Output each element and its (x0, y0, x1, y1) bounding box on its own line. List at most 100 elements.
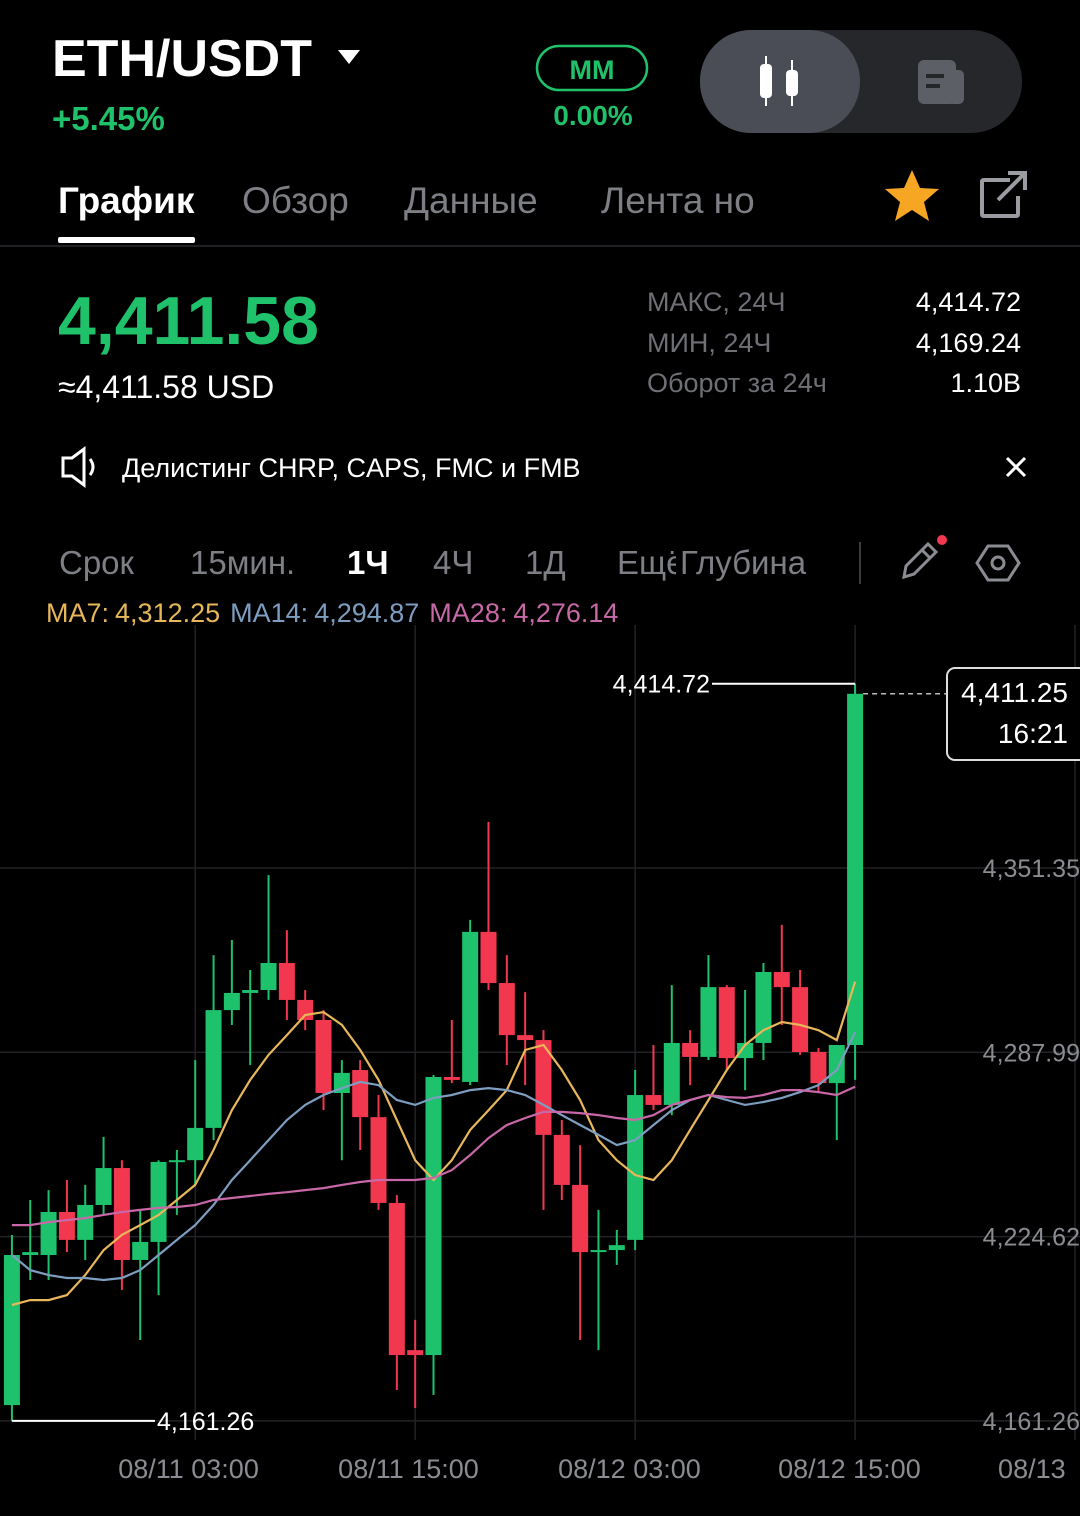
last-price: 4,411.58 (58, 283, 319, 359)
candle-body (388, 1202, 405, 1356)
candle-body (95, 1168, 112, 1205)
divider (0, 245, 1080, 247)
tab[interactable]: Данные (404, 180, 538, 221)
x-tick-label: 08/11 15:00 (338, 1454, 479, 1484)
tab[interactable]: Обзор (242, 180, 349, 221)
candle-body (773, 972, 790, 988)
candle-body (462, 931, 479, 1082)
candle-body (700, 987, 717, 1057)
legend-value: 4,294.87 (314, 598, 419, 628)
y-tick-label: 4,224.62 (983, 1224, 1080, 1252)
candle-body (315, 1019, 332, 1093)
candle-body (498, 983, 515, 1036)
settings-icon[interactable] (975, 544, 1021, 582)
candle-body (297, 999, 314, 1020)
candle-body (22, 1252, 39, 1256)
candle-body (425, 1077, 442, 1356)
candle-body (278, 962, 295, 1000)
candle-body (150, 1161, 167, 1242)
candle-body (737, 1042, 754, 1059)
share-icon[interactable] (980, 171, 1027, 218)
candle-body (828, 1045, 845, 1084)
stat-label: МИН, 24Ч (647, 328, 771, 358)
candle-body (168, 1160, 185, 1163)
depth[interactable]: Глубина (680, 544, 807, 581)
candle-body (132, 1241, 149, 1260)
candle-body (517, 1035, 534, 1041)
close-notice[interactable] (1005, 456, 1027, 478)
candle-body (608, 1245, 625, 1251)
pair[interactable]: ETH/USDT (52, 30, 312, 88)
candle-body (755, 972, 772, 1043)
legend-value: 4,276.14 (513, 598, 618, 628)
candle-body (627, 1095, 644, 1240)
candle-icon (760, 56, 798, 106)
x-tick-label: 08/11 03:00 (118, 1454, 259, 1484)
legend-entry: MA28: 4,276.14 (429, 598, 618, 628)
candle-body (40, 1211, 57, 1256)
ma-line (11, 1085, 856, 1227)
notice[interactable]: Делистинг CHRP, CAPS, FMC и FMB (122, 453, 581, 483)
candle-body (590, 1250, 607, 1253)
interval-active[interactable]: 1Ч (347, 544, 389, 581)
interval[interactable]: 4Ч (433, 544, 473, 581)
x-tick-label: 08/12 15:00 (778, 1454, 921, 1484)
candle-body (407, 1350, 424, 1356)
speaker-icon (61, 446, 95, 488)
change: +5.45% (52, 100, 165, 137)
candle-body (370, 1117, 387, 1203)
interval[interactable]: 15мин. (190, 544, 295, 581)
mm-pill[interactable] (535, 44, 649, 92)
legend-value: 4,312.25 (115, 598, 220, 628)
badge (937, 535, 947, 545)
interval[interactable]: Срок (59, 544, 135, 581)
dropdown-arrow[interactable] (338, 50, 360, 64)
mm-value: 0.00% (553, 100, 632, 131)
legend-name: MA14: (230, 598, 308, 628)
stat-label: МАКС, 24Ч (647, 287, 785, 317)
x-tick-label: 08/13 (998, 1454, 1066, 1484)
ma-line (11, 981, 857, 1307)
ma-legend: MA7: 4,312.25 MA14: 4,294.87 MA28: 4,276.14 (46, 598, 618, 628)
low-marker-label: 4,161.26 (157, 1408, 254, 1436)
y-tick-label: 4,287.99 (983, 1039, 1080, 1067)
candle-body (77, 1204, 94, 1240)
candle-body (718, 987, 735, 1059)
tab[interactable]: Лента но (601, 180, 755, 221)
legend-entry: MA7: 4,312.25 (46, 598, 220, 628)
legend-name: MA7: (46, 598, 109, 628)
candle-body (242, 990, 259, 993)
info-view-icon[interactable] (918, 60, 964, 104)
divider (859, 542, 861, 584)
candle-body (205, 1010, 222, 1128)
interval[interactable]: 1Д (525, 544, 566, 581)
interval[interactable]: Ещё (617, 544, 685, 581)
candle-body (480, 931, 497, 984)
favorite-star[interactable] (885, 170, 939, 221)
y-tick-label: 4,161.26 (983, 1408, 1080, 1436)
high-marker-label: 4,414.72 (613, 671, 710, 699)
candle-body (260, 962, 277, 991)
x-tick-label: 08/12 03:00 (558, 1454, 701, 1484)
candle-body (3, 1255, 20, 1406)
stat-label: Оборот за 24ч (647, 368, 827, 398)
draw-tool[interactable] (902, 541, 939, 580)
last-price-box (946, 667, 1080, 761)
tab-active[interactable]: График (58, 180, 195, 221)
tab-underline (58, 237, 195, 243)
candle-body (663, 1042, 680, 1105)
candle-body (223, 992, 240, 1011)
candle-body (187, 1127, 204, 1161)
stat-value: 4,414.72 (916, 287, 1021, 317)
candle-body (792, 987, 809, 1052)
chart-view-button[interactable] (700, 30, 860, 133)
last-price-label: 4,411.25 (961, 677, 1068, 708)
candle-body (682, 1042, 699, 1057)
candle-body (847, 693, 864, 1046)
chart: 4,161.26 4,224.62 4,287.99 4,351.35 4,414.72… (0, 625, 1080, 1440)
mm-label[interactable]: MM (570, 55, 615, 85)
candle-body (810, 1051, 827, 1084)
